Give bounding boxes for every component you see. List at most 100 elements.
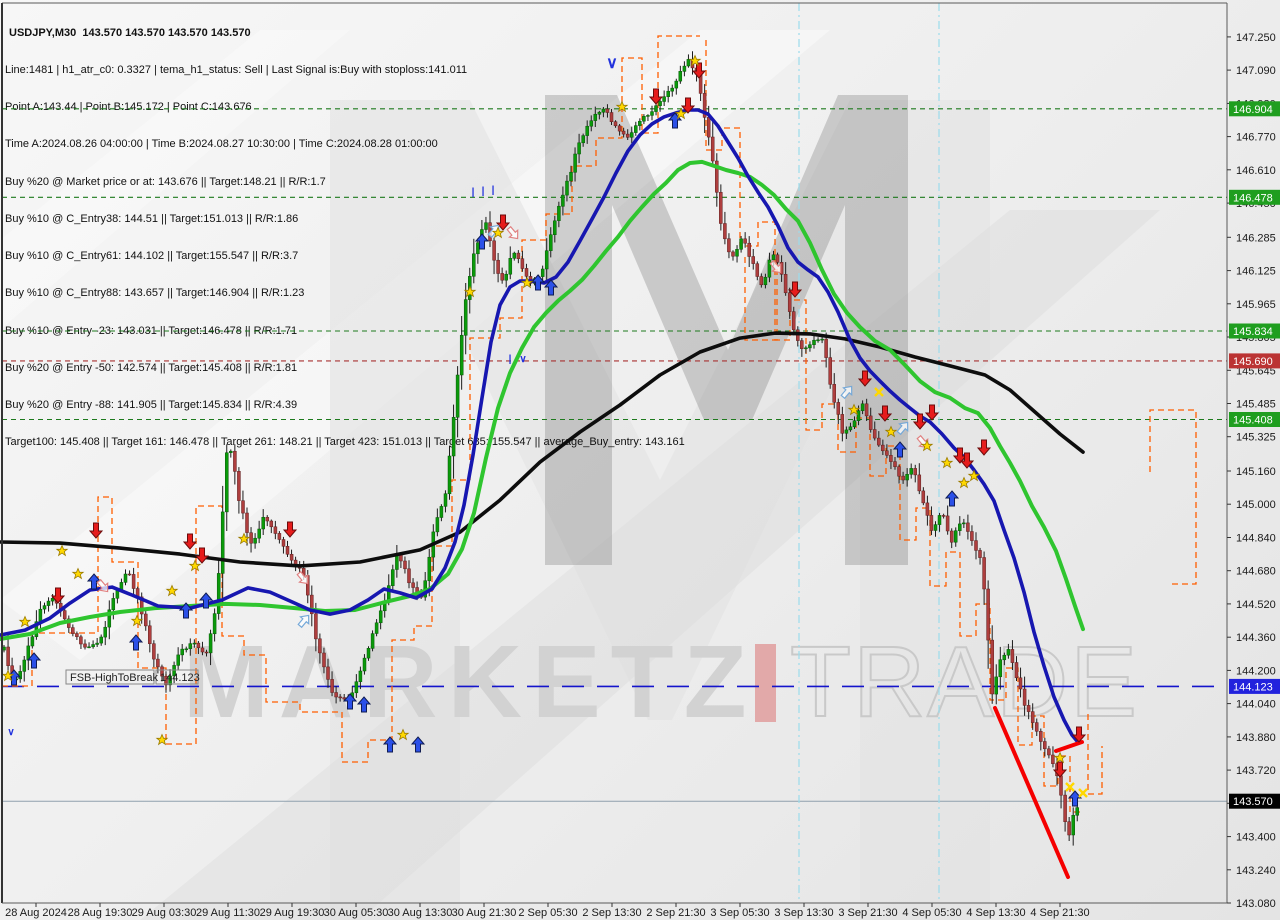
star-signal-icon <box>463 285 477 298</box>
buy-arrow-icon <box>356 696 372 713</box>
fsb-label-text: FSB-HighToBreak <box>70 672 159 684</box>
hollow-up-arrow-icon <box>297 614 310 629</box>
candle-down <box>759 276 764 286</box>
candle-down <box>800 340 804 349</box>
candle-up <box>216 573 221 614</box>
candle-down <box>613 121 618 127</box>
buy-arrow-icon <box>1067 790 1083 807</box>
candle-up <box>958 523 962 531</box>
star-signal-icon <box>491 226 505 239</box>
info-line: Point A:143.44 | Point B:145.172 | Point… <box>5 101 252 114</box>
candle-down <box>621 130 626 135</box>
star-signal-icon <box>1 669 15 682</box>
candle-up <box>225 452 229 513</box>
buy-arrow-icon <box>178 602 194 619</box>
candle-down <box>881 444 885 452</box>
candle-up <box>654 105 658 112</box>
candle-up <box>601 108 606 113</box>
star-signal-icon <box>155 733 169 746</box>
candle-up <box>820 338 824 341</box>
candle-up <box>46 600 51 606</box>
candle-down <box>1047 748 1051 756</box>
candle-up <box>212 613 217 635</box>
candle-up <box>387 585 391 602</box>
indicator-info-overlay: USDJPY,M30 143.570 143.570 143.570 143.5… <box>5 2 685 473</box>
star-signal-icon <box>847 403 861 416</box>
price-level-badge <box>1229 412 1280 427</box>
candle-up <box>42 605 47 610</box>
candle-down <box>897 466 901 477</box>
buy-arrow-icon <box>530 274 546 291</box>
candle-up <box>1075 807 1079 816</box>
candle-down <box>196 642 201 649</box>
hollow-up-arrow-icon <box>896 421 909 436</box>
candle-up <box>844 429 849 434</box>
info-line: Line:1481 | h1_atr_c0: 0.3327 | tema_h1_… <box>5 64 468 77</box>
hollow-down-arrow-icon <box>769 259 782 274</box>
candle-down <box>885 450 889 456</box>
candle-up <box>998 659 1003 678</box>
star-signal-icon <box>71 567 85 580</box>
candle-up <box>763 276 768 286</box>
candle-down <box>1059 775 1063 796</box>
candle-up <box>771 254 776 261</box>
candle-up <box>593 113 598 121</box>
candle-up <box>642 116 646 122</box>
candle-up <box>658 101 662 106</box>
candle-up <box>439 506 444 518</box>
candle-down <box>403 560 407 570</box>
fsb-label: FSB-HighToBreak 144.123 <box>65 669 200 685</box>
candle-down <box>990 639 994 695</box>
stop-line-segment <box>1087 714 1103 795</box>
candle-down <box>411 582 415 588</box>
star-signal-icon <box>520 276 534 289</box>
buy-arrow-icon <box>944 490 960 507</box>
candle-up <box>573 153 577 173</box>
candle-down <box>265 517 270 522</box>
candle-up <box>362 657 367 672</box>
candle-down <box>131 574 136 589</box>
candle-up <box>455 374 460 418</box>
candle-down <box>338 696 342 699</box>
price-tick-label: 146.770 <box>1236 132 1276 144</box>
candle-up <box>540 268 545 277</box>
price-axis[interactable]: 147.250147.090146.930146.770146.610146.4… <box>1227 32 1280 910</box>
sell-arrow-icon <box>495 214 511 231</box>
candle-up <box>1006 649 1011 656</box>
time-axis[interactable]: 28 Aug 2024 28 Aug 19:30 29 Aug 03:30 29 Au… <box>5 903 1090 919</box>
sell-arrow-icon <box>1071 726 1087 743</box>
candle-down <box>868 415 873 430</box>
check-mark-icon: | <box>492 185 495 196</box>
candle-down <box>921 490 926 504</box>
red-trendline <box>993 706 1070 879</box>
candle-up <box>192 642 197 645</box>
candle-up <box>953 530 958 543</box>
candle-up <box>99 636 103 644</box>
time-tick-label: 4 Sep 05:30 <box>902 907 961 919</box>
candle-down <box>617 125 622 132</box>
candles-layer[interactable] <box>2 51 1079 846</box>
candle-down <box>978 550 982 558</box>
price-tick-label: 144.200 <box>1236 665 1276 677</box>
candle-down <box>1063 794 1067 822</box>
candle-up <box>577 142 581 155</box>
time-tick-label: 2 Sep 21:30 <box>646 907 705 919</box>
candle-down <box>925 502 930 516</box>
candle-down <box>148 625 152 644</box>
candle-down <box>913 468 917 476</box>
candle-up <box>208 633 213 654</box>
candle-up <box>1071 815 1075 836</box>
candle-down <box>500 273 504 281</box>
candle-up <box>443 493 448 507</box>
price-tick-label: 145.325 <box>1236 432 1276 444</box>
candle-up <box>447 455 452 495</box>
sell-arrow-icon <box>877 405 893 422</box>
price-tick-label: 143.400 <box>1236 832 1276 844</box>
candle-up <box>30 636 35 647</box>
sell-arrow-icon <box>1052 761 1068 778</box>
candle-down <box>605 108 610 113</box>
sell-arrow-icon <box>787 281 803 298</box>
info-line: Target100: 145.408 || Target 161: 146.47… <box>5 436 685 449</box>
star-signal-icon <box>188 559 202 572</box>
